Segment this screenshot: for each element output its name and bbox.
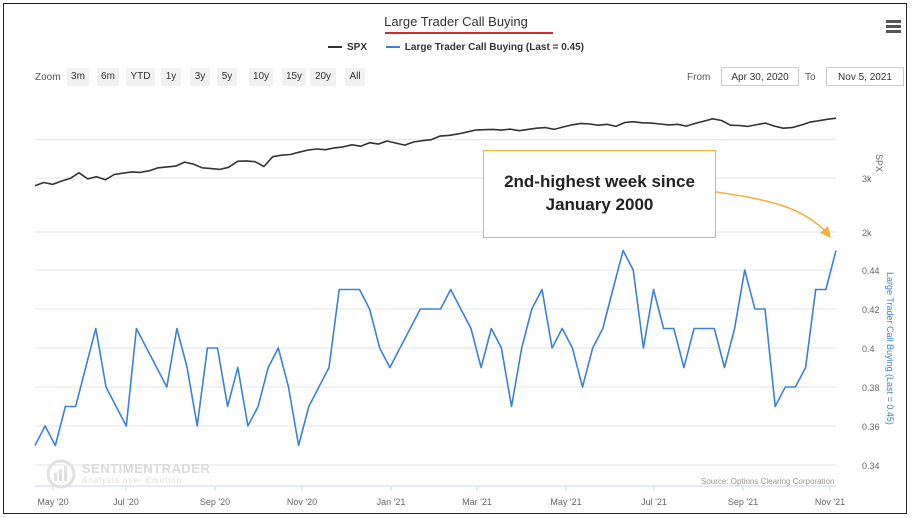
spx-series-line xyxy=(34,117,837,187)
call-buying-tick-label: 0.4 xyxy=(862,344,875,354)
from-label: From xyxy=(687,72,711,83)
spx-tick-label: 2k xyxy=(862,228,872,238)
x-tick-label: Jul '21 xyxy=(641,497,667,507)
callout-arrow-line xyxy=(715,191,827,233)
call-buying-tick-label: 0.44 xyxy=(862,266,880,276)
zoom-button-3m[interactable]: 3m xyxy=(67,68,89,86)
legend-item-call-buying[interactable]: Large Trader Call Buying (Last = 0.45) xyxy=(385,41,585,53)
call-buying-tick-label: 0.36 xyxy=(862,422,880,432)
x-tick-label: Jul '20 xyxy=(113,497,139,507)
watermark-tagline: Analysis over Emotion xyxy=(82,476,183,485)
zoom-button-ytd[interactable]: YTD xyxy=(126,68,155,86)
call-buying-tick-label: 0.34 xyxy=(862,461,880,471)
call-buying-tick-label: 0.38 xyxy=(862,383,880,393)
sentimentrader-logo-icon xyxy=(46,459,76,489)
zoom-button-5y[interactable]: 5y xyxy=(217,68,237,86)
x-tick-label: Sep '21 xyxy=(728,497,758,507)
spx-tick-label: 3k xyxy=(862,174,872,184)
chart-plot: 3k 2k SPX 0.44 0.42 0.4 0.38 0.36 0.34 Large Trad… xyxy=(34,117,895,507)
legend-item-spx[interactable]: SPX xyxy=(327,41,367,53)
zoom-button-1y[interactable]: 1y xyxy=(161,68,181,86)
chart-title: Large Trader Call Buying xyxy=(384,14,528,29)
legend-swatch-spx xyxy=(327,46,342,48)
annotation-callout: 2nd-highest week since January 2000 xyxy=(483,150,716,238)
zoom-button-15y[interactable]: 15y xyxy=(282,68,306,86)
zoom-button-20y[interactable]: 20y xyxy=(310,68,336,86)
spx-axis-label: SPX xyxy=(874,154,884,172)
title-underline xyxy=(385,32,553,34)
x-tick-label: Mar '21 xyxy=(462,497,492,507)
x-tick-label: Nov '20 xyxy=(287,497,317,507)
source-note: Source: Options Clearing Corporation xyxy=(701,477,835,486)
x-tick-label: Nov '21 xyxy=(815,497,845,507)
x-tick-label: May '21 xyxy=(550,497,581,507)
to-label: To xyxy=(805,72,816,83)
legend-swatch-call-buying xyxy=(385,46,400,48)
legend-label-spx: SPX xyxy=(346,41,367,53)
x-tick-label: Jan '21 xyxy=(377,497,406,507)
zoom-button-10y[interactable]: 10y xyxy=(249,68,273,86)
callout-arrow-head xyxy=(820,226,831,238)
legend-label-call-buying: Large Trader Call Buying (Last = 0.45) xyxy=(404,41,585,53)
watermark-name: SENTIMENTRADER xyxy=(82,461,211,476)
zoom-button-3y[interactable]: 3y xyxy=(190,68,210,86)
chart-frame: Large Trader Call Buying SPX Large Trade… xyxy=(3,3,907,514)
to-date-input[interactable]: Nov 5, 2021 xyxy=(826,67,904,86)
call-buying-series-line xyxy=(34,249,837,447)
zoom-button-6m[interactable]: 6m xyxy=(97,68,119,86)
legend: SPX Large Trader Call Buying (Last = 0.4… xyxy=(4,40,908,53)
x-tick-label: May '20 xyxy=(37,497,68,507)
from-date-input[interactable]: Apr 30, 2020 xyxy=(721,67,799,86)
call-buying-axis-label: Large Trader Call Buying (Last = 0.45) xyxy=(885,272,895,425)
zoom-button-all[interactable]: All xyxy=(345,68,365,86)
hamburger-menu-icon[interactable] xyxy=(886,20,901,35)
x-tick-label: Sep '20 xyxy=(200,497,230,507)
zoom-label: Zoom xyxy=(35,72,61,83)
callout-line-2: January 2000 xyxy=(545,195,654,214)
call-buying-tick-label: 0.42 xyxy=(862,305,880,315)
callout-line-1: 2nd-highest week since xyxy=(504,172,695,191)
